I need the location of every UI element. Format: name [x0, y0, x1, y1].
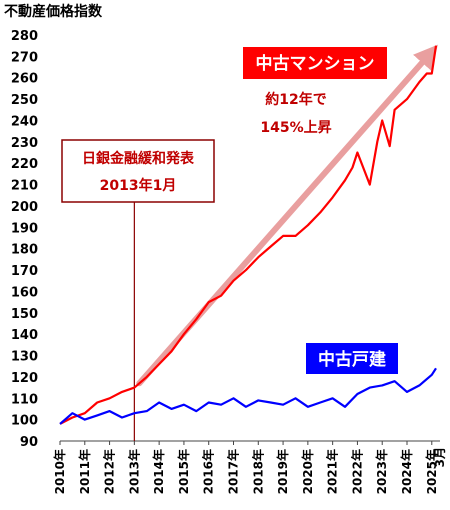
x-tick-label: 2019年 [275, 449, 290, 494]
y-tick-label: 220 [11, 157, 38, 172]
x-tick-label: 2020年 [300, 449, 315, 494]
trend-label-2: 145%上昇 [260, 120, 331, 136]
x-tick-label: 2018年 [250, 449, 265, 494]
y-tick-label: 250 [11, 93, 38, 108]
y-tick-label: 160 [11, 285, 38, 300]
x-tick-label: 2010年 [52, 449, 67, 494]
y-tick-label: 230 [11, 136, 38, 151]
y-tick-label: 170 [11, 264, 38, 279]
chart-title: 不動産価格指数 [4, 3, 103, 20]
series-layer [59, 45, 438, 425]
event-label-1: 日銀金融緩和発表 [82, 150, 195, 167]
series-line-house [59, 367, 437, 425]
series-line-mansion [59, 45, 438, 425]
x-tick-label: 2013年 [126, 449, 141, 494]
x-tick-label: 2025年 [424, 449, 439, 494]
x-tick-label: 2024年 [399, 449, 414, 494]
y-tick-label: 90 [20, 435, 38, 450]
y-tick-label: 150 [11, 307, 38, 322]
legend-mansion-box [243, 47, 387, 79]
event-annotation: 日銀金融緩和発表 2013年1月 [61, 139, 215, 203]
y-tick-label: 180 [11, 243, 38, 258]
y-tick-label: 200 [11, 200, 38, 215]
y-tick-label: 280 [11, 29, 38, 44]
y-tick-label: 240 [11, 114, 38, 129]
x-tick-label: 2012年 [102, 449, 117, 494]
event-label-2: 2013年1月 [100, 177, 177, 194]
y-tick-label: 270 [11, 50, 38, 65]
x-tick-label: 2016年 [201, 449, 216, 494]
y-tick-label: 140 [11, 328, 38, 343]
y-tick-label: 110 [11, 392, 38, 407]
y-axis: 90 100 110 120 130 140 150 160 170 180 190 200 210 22… [11, 29, 38, 450]
y-tick-label: 190 [11, 221, 38, 236]
x-tick-label: 2017年 [226, 449, 241, 494]
legend-mansion: 中古マンション [243, 47, 387, 79]
x-axis: 2010年 2011年 2012年 2013年 2014年 2015年 2016年 2017年… [52, 441, 439, 494]
y-tick-label: 130 [11, 350, 38, 365]
x-end-label: 3月 [433, 447, 447, 467]
x-tick-label: 2022年 [349, 449, 364, 494]
legend-house-label: 中古戸建 [318, 349, 386, 370]
x-tick-label: 2011年 [77, 449, 92, 494]
y-tick-label: 260 [11, 72, 38, 87]
event-box [61, 139, 215, 203]
legend-house: 中古戸建 [306, 343, 398, 374]
x-tick-label: 2015年 [176, 449, 191, 494]
y-tick-label: 210 [11, 179, 38, 194]
x-tick-label: 2014年 [151, 449, 166, 494]
x-tick-label: 2021年 [325, 449, 340, 494]
legend-house-box [306, 343, 398, 374]
trend-label-1: 約12年で [265, 91, 326, 108]
legend-mansion-label: 中古マンション [256, 53, 375, 74]
x-tick-label: 2023年 [374, 449, 389, 494]
y-tick-label: 100 [11, 414, 38, 429]
y-tick-label: 120 [11, 371, 38, 386]
